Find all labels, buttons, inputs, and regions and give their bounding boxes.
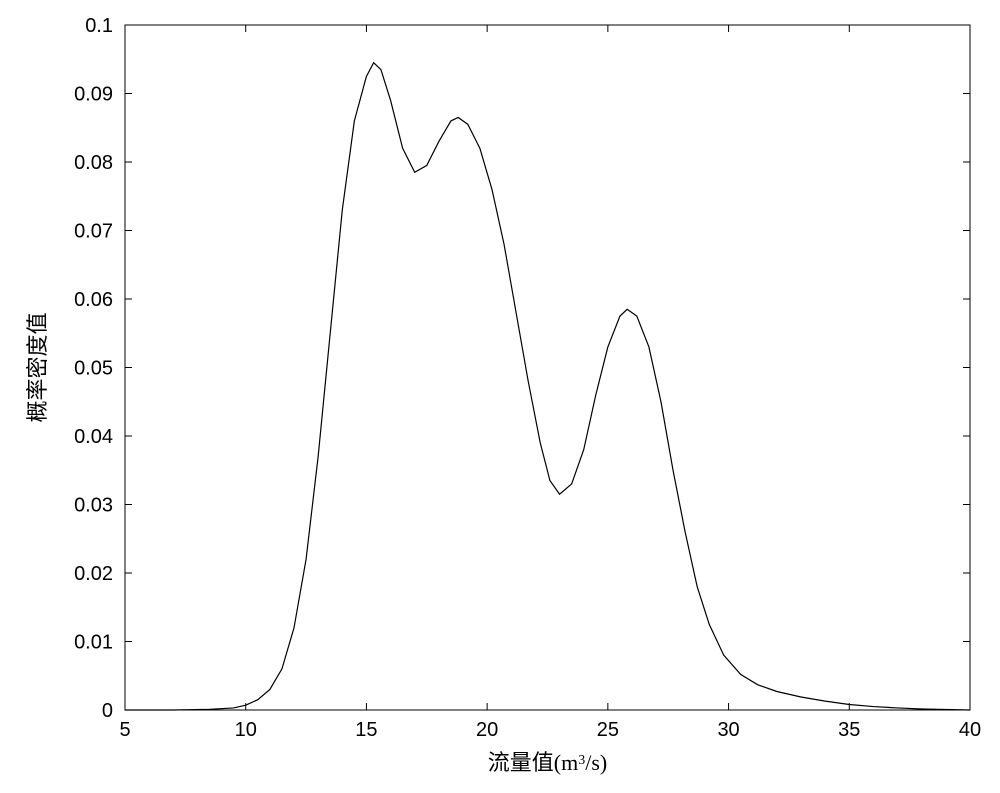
y-tick-label: 0.04 [74,426,113,448]
x-axis-label: 流量值(m3/s) [488,750,607,775]
y-tick-label: 0.05 [74,358,113,380]
y-axis-label: 概率密度值 [25,312,50,422]
x-tick-label: 15 [355,719,377,741]
x-tick-label: 20 [476,719,498,741]
x-tick-label: 5 [119,719,130,741]
y-tick-label: 0.02 [74,563,113,585]
density-curve [125,63,970,710]
y-tick-label: 0.08 [74,152,113,174]
x-tick-label: 10 [235,719,257,741]
x-tick-label: 25 [597,719,619,741]
x-tick-label: 30 [717,719,739,741]
y-tick-label: 0.09 [74,84,113,106]
y-tick-label: 0.07 [74,221,113,243]
chart-container: 5 10 15 20 25 30 35 40 0 0.01 0.02 0.03 0.04 0.05 0.06… [0,0,1000,793]
y-tick-label: 0 [102,700,113,722]
x-tick-label: 40 [959,719,981,741]
x-tick-label: 35 [838,719,860,741]
plot-area [125,25,970,710]
density-chart: 5 10 15 20 25 30 35 40 0 0.01 0.02 0.03 0.04 0.05 0.06… [0,0,1000,793]
y-tick-label: 0.06 [74,289,113,311]
y-tick-label: 0.03 [74,495,113,517]
y-tick-label: 0.01 [74,632,113,654]
y-tick-label: 0.1 [85,15,113,37]
